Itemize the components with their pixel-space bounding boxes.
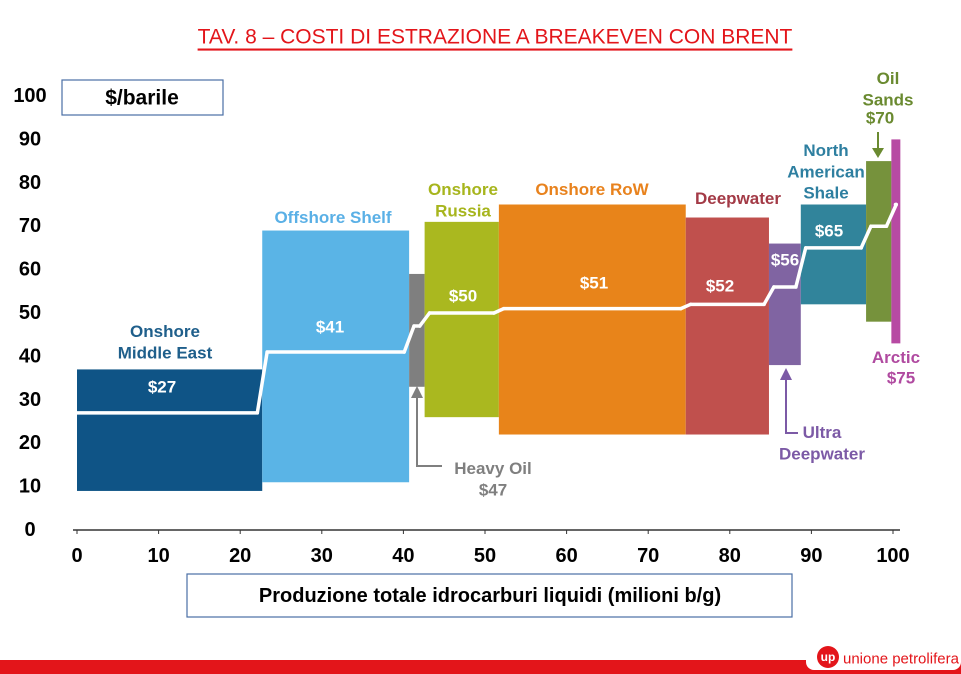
segment-label: Arctic xyxy=(872,348,920,367)
breakeven-step xyxy=(859,224,873,250)
x-tick-label: 70 xyxy=(637,545,659,567)
segment-label: Onshore Middle East xyxy=(118,322,213,362)
x-tick-label: 20 xyxy=(229,545,251,567)
y-tick-label: 10 xyxy=(19,476,41,498)
logo-mark: up xyxy=(821,650,836,664)
value-label: $56 xyxy=(771,251,799,270)
plot: 0 10 20 30 40 50 60 70 80 90 100 0 10 20 30 40 50 60 70 80 9… xyxy=(13,69,920,568)
logo-box xyxy=(806,640,961,670)
arrowhead xyxy=(780,368,792,380)
chart-title: TAV. 8 – COSTI DI ESTRAZIONE A BREAKEVEN… xyxy=(198,26,793,49)
range-bar xyxy=(262,230,410,483)
footer-bar xyxy=(0,660,961,674)
x-tick-label: 90 xyxy=(800,545,822,567)
breakeven-step xyxy=(255,350,269,415)
x-tick-label: 30 xyxy=(311,545,333,567)
segment-label: Onshore RoW xyxy=(535,180,649,199)
range-bar xyxy=(891,139,901,344)
range-bar xyxy=(409,273,425,387)
segment-label: Heavy Oil xyxy=(454,459,532,478)
y-tick-label: 60 xyxy=(19,259,41,281)
value-label: $27 xyxy=(148,378,176,397)
x-label-box xyxy=(186,573,793,618)
y-tick-label: 40 xyxy=(19,345,41,367)
range-bar xyxy=(498,204,686,435)
breakeven-step xyxy=(762,285,776,307)
range-bar xyxy=(768,243,801,366)
breakeven-step xyxy=(679,302,693,311)
arrowhead xyxy=(872,148,884,158)
segment-label: Onshore Russia xyxy=(428,180,498,220)
breakeven-step xyxy=(402,324,416,354)
y-label-box xyxy=(61,79,224,116)
arrow xyxy=(416,392,442,467)
segment-label: North American Shale xyxy=(787,141,864,203)
breakeven-step xyxy=(417,311,432,328)
value-label: $75 xyxy=(887,369,915,388)
x-tick-label: 50 xyxy=(474,545,496,567)
y-tick-label: 30 xyxy=(19,389,41,411)
breakeven-step xyxy=(794,246,808,289)
breakeven-step xyxy=(884,202,899,228)
value-label: $41 xyxy=(316,318,344,337)
logo-circle xyxy=(817,646,839,668)
y-tick-label: 70 xyxy=(19,215,41,237)
y-axis-label: $/barile xyxy=(105,87,179,110)
arrow xyxy=(785,376,798,434)
y-tick-label: 20 xyxy=(19,432,41,454)
x-axis-label: Produzione totale idrocarburi liquidi (m… xyxy=(259,585,721,607)
y-tick-label: 90 xyxy=(19,128,41,150)
x-tick-label: 10 xyxy=(147,545,169,567)
value-label: $47 xyxy=(479,481,507,500)
segment-label: Deepwater xyxy=(695,189,781,208)
value-label: $65 xyxy=(815,222,843,241)
y-tick-label: 50 xyxy=(19,302,41,324)
x-tick-label: 80 xyxy=(719,545,741,567)
breakeven-step xyxy=(492,306,506,315)
x-tick-label: 100 xyxy=(876,545,909,567)
logo-text: unione petrolifera xyxy=(843,651,960,668)
y-tick-label: 80 xyxy=(19,172,41,194)
x-tick-label: 0 xyxy=(71,545,82,567)
value-label: $51 xyxy=(580,274,608,293)
range-bar xyxy=(424,221,499,418)
segment-label: Ultra Deepwater xyxy=(779,423,865,463)
range-bar xyxy=(685,217,769,435)
x-tick-label: 60 xyxy=(555,545,577,567)
segment-label: Oil Sands xyxy=(862,69,913,109)
range-bar xyxy=(800,204,867,305)
value-label: $52 xyxy=(706,277,734,296)
range-bar xyxy=(77,369,263,491)
arrowhead xyxy=(411,386,423,398)
segment-label: Offshore Shelf xyxy=(274,208,391,227)
x-tick-label: 40 xyxy=(392,545,414,567)
value-label: $70 xyxy=(866,109,894,128)
y-tick-label: 0 xyxy=(24,519,35,541)
value-label: $50 xyxy=(449,287,477,306)
y-tick-label: 100 xyxy=(13,85,46,107)
range-bar xyxy=(866,161,892,322)
